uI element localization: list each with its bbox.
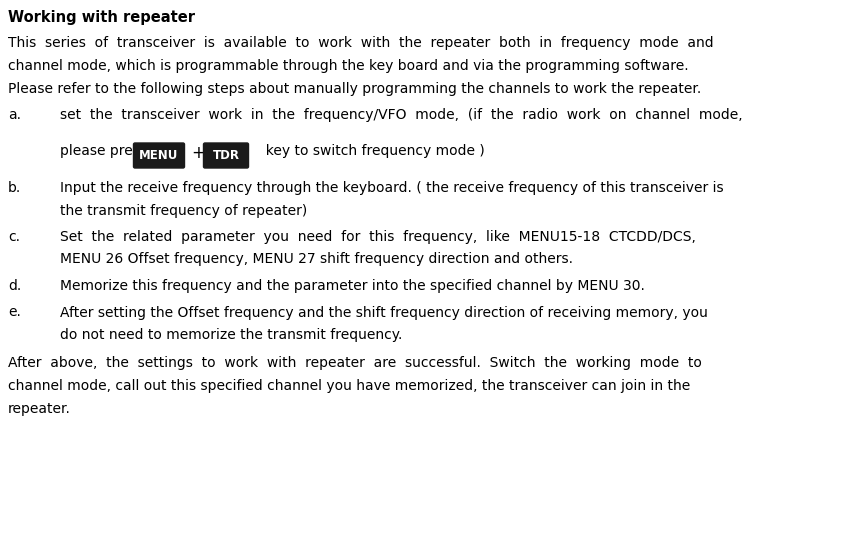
Text: MENU: MENU [139,149,179,162]
Text: e.: e. [8,306,21,320]
Text: do not need to memorize the transmit frequency.: do not need to memorize the transmit fre… [60,328,403,342]
Text: TDR: TDR [213,149,239,162]
Text: b.: b. [8,181,22,195]
Text: After setting the Offset frequency and the shift frequency direction of receivin: After setting the Offset frequency and t… [60,306,708,320]
Text: After  above,  the  settings  to  work  with  repeater  are  successful.  Switch: After above, the settings to work with r… [8,356,702,370]
Text: This  series  of  transceiver  is  available  to  work  with  the  repeater  bot: This series of transceiver is available … [8,37,714,51]
Text: channel mode, call out this specified channel you have memorized, the transceive: channel mode, call out this specified ch… [8,379,690,393]
Text: repeater.: repeater. [8,402,71,415]
Text: set  the  transceiver  work  in  the  frequency/VFO  mode,  (if  the  radio  wor: set the transceiver work in the frequenc… [60,108,743,122]
Text: c.: c. [8,230,20,244]
Text: MENU 26 Offset frequency, MENU 27 shift frequency direction and others.: MENU 26 Offset frequency, MENU 27 shift … [60,253,573,267]
Text: channel mode, which is programmable through the key board and via the programmin: channel mode, which is programmable thro… [8,59,689,73]
Text: +: + [191,145,205,163]
Text: the transmit frequency of repeater): the transmit frequency of repeater) [60,204,308,218]
Text: key to switch frequency mode ): key to switch frequency mode ) [257,145,485,159]
Text: a.: a. [8,108,21,122]
Text: please press: please press [60,145,147,159]
Text: Set  the  related  parameter  you  need  for  this  frequency,  like  MENU15-18 : Set the related parameter you need for t… [60,230,696,244]
FancyBboxPatch shape [204,143,249,168]
Text: Memorize this frequency and the parameter into the specified channel by MENU 30.: Memorize this frequency and the paramete… [60,279,645,293]
Text: Working with repeater: Working with repeater [8,10,195,25]
Text: Input the receive frequency through the keyboard. ( the receive frequency of thi: Input the receive frequency through the … [60,181,724,195]
Text: Please refer to the following steps about manually programming the channels to w: Please refer to the following steps abou… [8,82,702,96]
FancyBboxPatch shape [134,143,185,168]
Text: d.: d. [8,279,22,293]
